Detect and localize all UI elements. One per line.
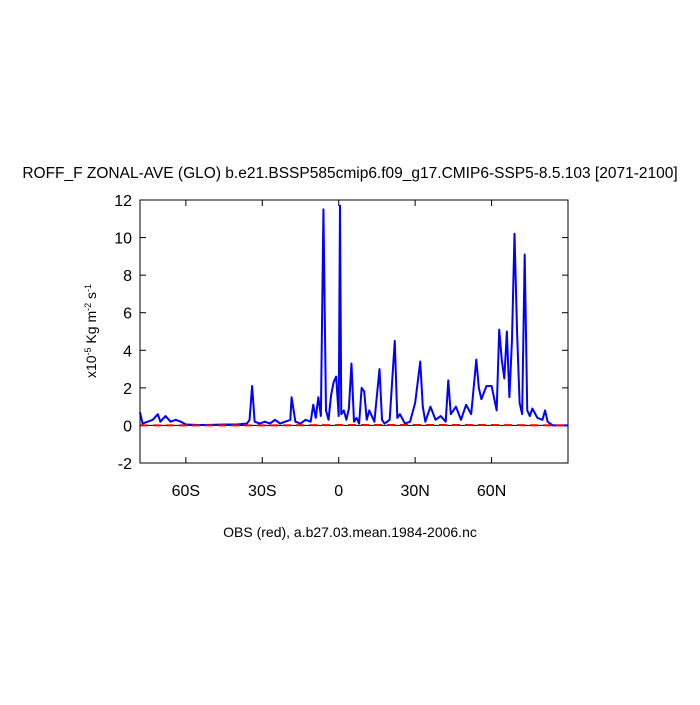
y-label-part: s [83, 292, 99, 303]
data-line [140, 206, 568, 426]
x-tick-label: 60S [172, 483, 200, 500]
x-tick-label: 60N [477, 483, 506, 500]
x-tick-label: 0 [334, 483, 343, 500]
y-tick-label: 12 [114, 193, 132, 210]
y-label-part: x10 [83, 355, 99, 378]
y-label-part: -5 [83, 347, 93, 355]
y-tick-label: 10 [114, 231, 132, 248]
y-tick-label: 4 [123, 343, 132, 360]
y-tick-label: 0 [123, 418, 132, 435]
y-label-part: Kg m [83, 311, 99, 348]
y-label-part: -1 [83, 284, 93, 292]
footer: OBS (red), a.b27.03.mean.1984-2006.nc [223, 524, 477, 540]
y-tick-label: 8 [123, 268, 132, 285]
chart-title: ROFF_F ZONAL-AVE (GLO) b.e21.BSSP585cmip… [22, 165, 677, 182]
x-tick-label: 30N [400, 483, 429, 500]
y-tick-label: -2 [118, 456, 132, 473]
y-axis-label: x10-5 Kg m-2 s-1 [83, 284, 99, 378]
y-tick-label: 6 [123, 306, 132, 323]
y-label-part: -2 [83, 303, 93, 311]
plot-frame [140, 200, 568, 463]
x-tick-label: 30S [248, 483, 276, 500]
y-tick-label: 2 [123, 381, 132, 398]
